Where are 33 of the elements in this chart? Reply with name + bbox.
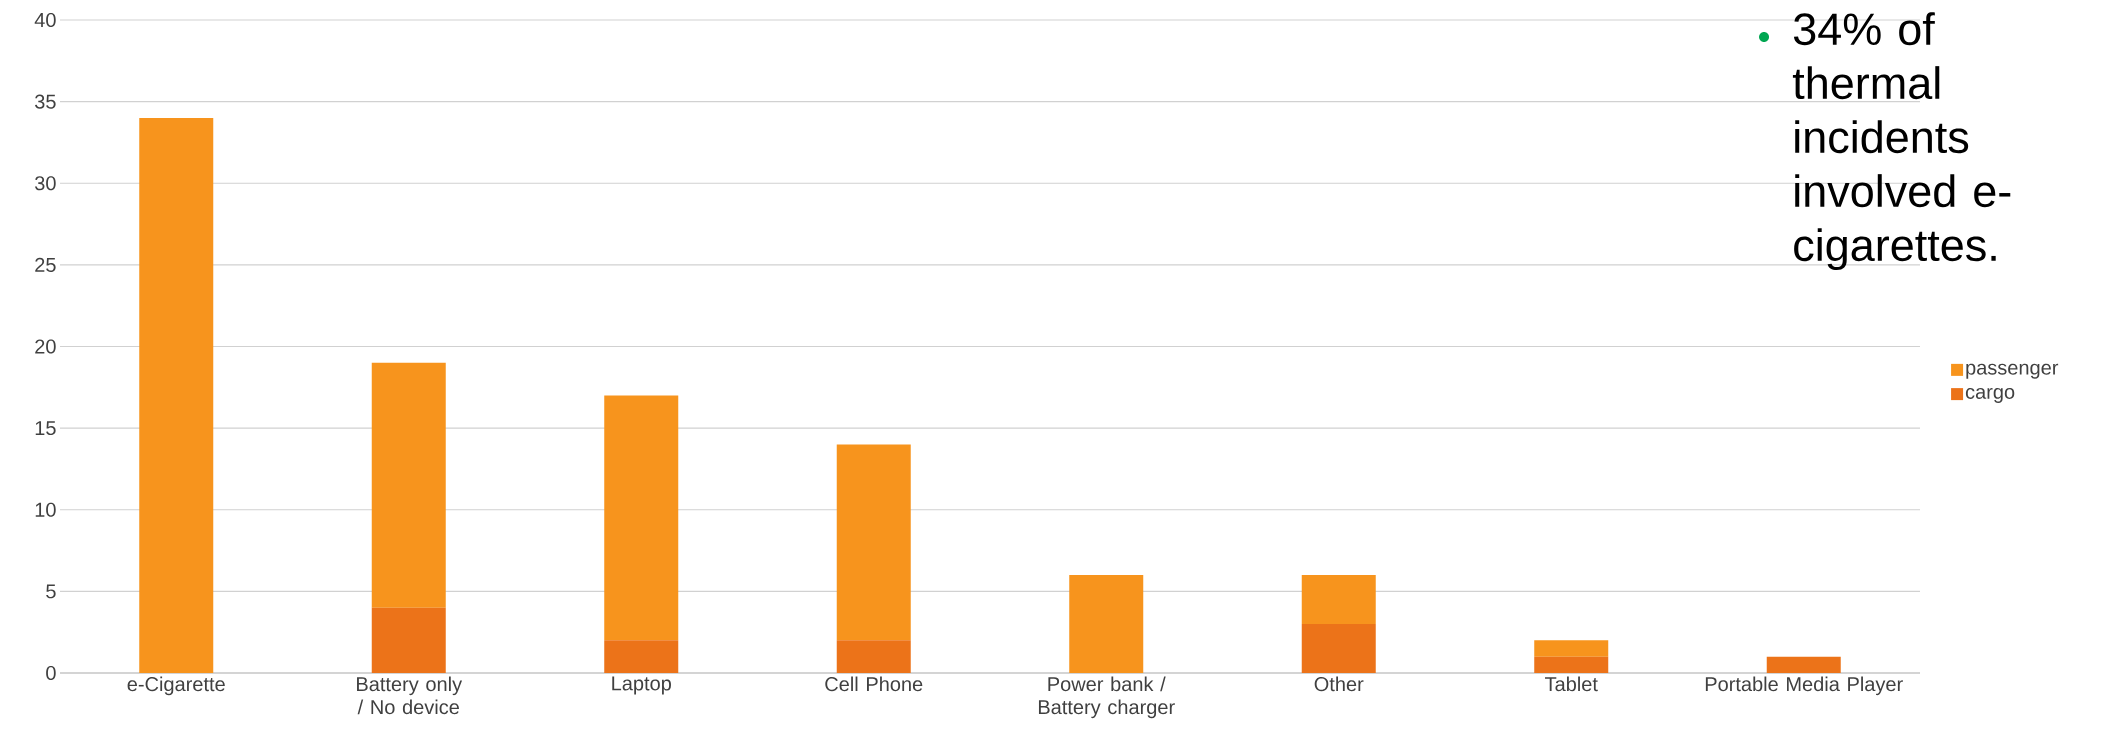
y-tick-label: 5: [46, 584, 56, 599]
bar: [1069, 575, 1144, 673]
y-tick-label: 20: [35, 339, 56, 354]
x-tick-label: e-Cigarette: [127, 676, 225, 696]
bar: [139, 117, 214, 673]
x-tick-label: Laptop: [612, 676, 671, 695]
x-tick-label: Portable Media Player: [1705, 676, 1903, 696]
y-tick-label: 25: [35, 257, 56, 272]
bar: [371, 607, 446, 673]
bar: [1301, 624, 1376, 673]
y-tick-label: 30: [35, 176, 56, 191]
bar: [836, 444, 911, 641]
bar: [371, 362, 446, 608]
bar: [1534, 656, 1609, 673]
bar: [1301, 575, 1376, 625]
bar: [604, 640, 679, 673]
annotation: 34% of thermal incidents involved e-cigarettes.: [1792, 12, 2011, 271]
y-tick-label: 15: [35, 421, 56, 436]
y-tick-label: 35: [35, 94, 56, 109]
x-tick-label: Power bank / Battery charger: [1038, 676, 1175, 719]
x-tick-label: Other: [1314, 676, 1364, 692]
x-tick-label: Battery only / No device: [357, 676, 463, 715]
bar: [1766, 656, 1841, 673]
bar: [836, 640, 911, 673]
legend-label: cargo: [1965, 387, 2015, 403]
x-tick-label: Cell Phone: [825, 676, 923, 692]
legend-label: passenger: [1966, 363, 2059, 379]
y-tick-label: 0: [46, 665, 56, 681]
y-tick-label: 10: [35, 502, 56, 517]
x-tick-label: Tablet: [1545, 676, 1598, 692]
bar: [604, 395, 679, 641]
y-tick-label: 40: [34, 12, 56, 28]
bar: [1534, 640, 1609, 657]
